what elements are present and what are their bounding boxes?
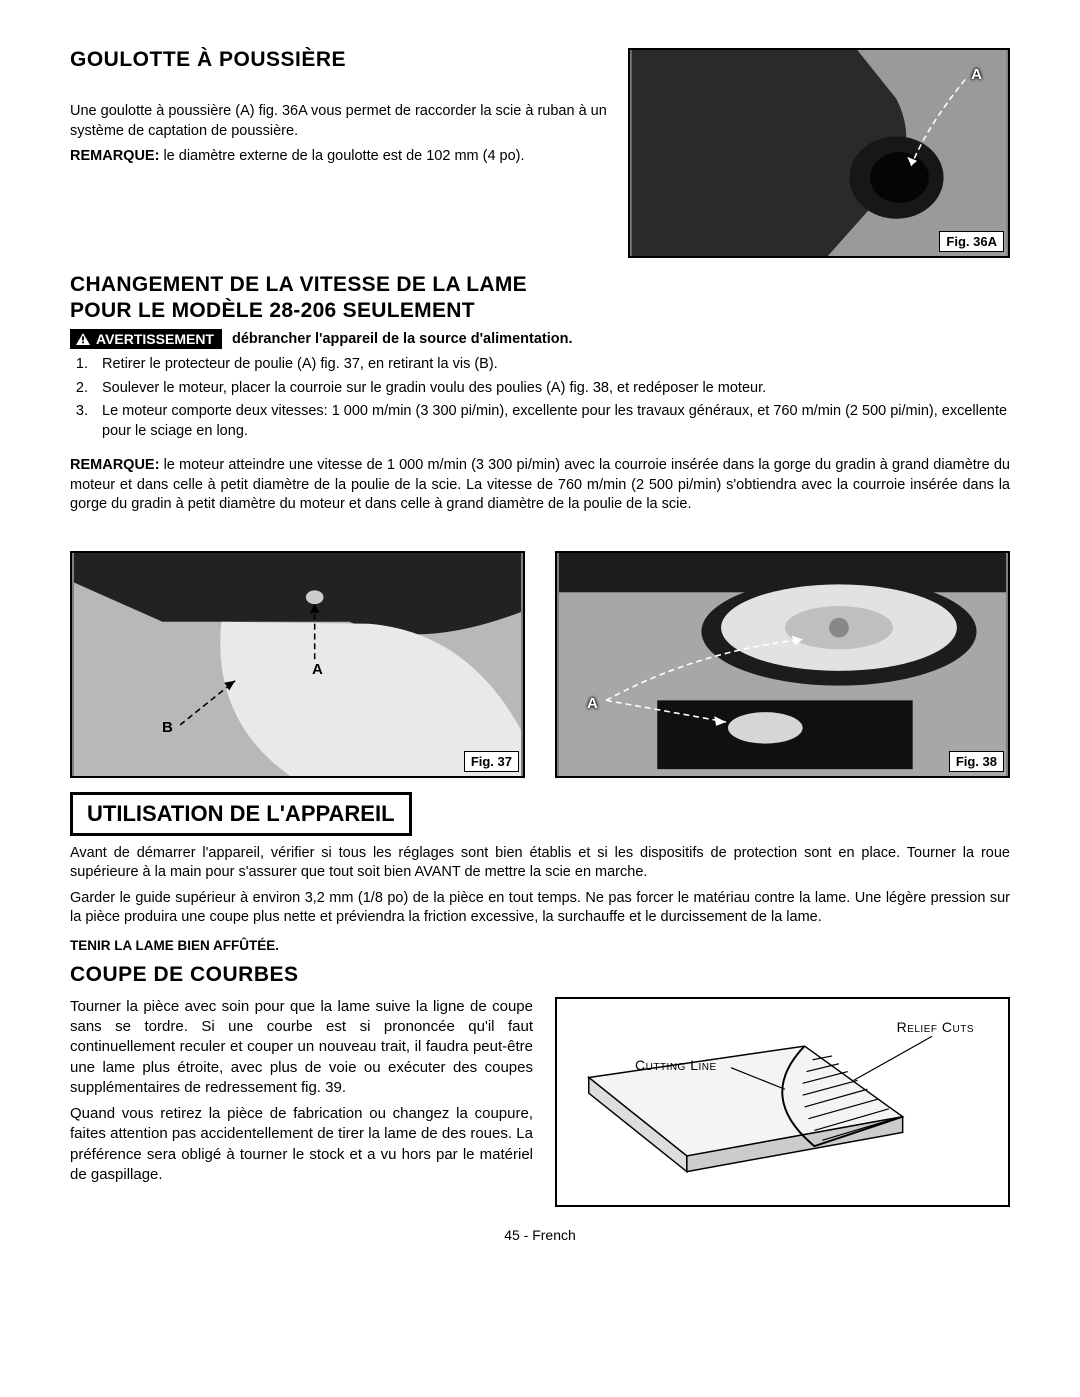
usage-bold-line: TENIR LA LAME BIEN AFFÛTÉE. [70, 938, 1010, 953]
step-3: Le moteur comporte deux vitesses: 1 000 … [92, 402, 1010, 441]
speed-title-line2: POUR LE MODÈLE 28-206 SEULEMENT [70, 299, 475, 322]
warning-row: AVERTISSEMENT débrancher l'appareil de l… [70, 329, 1010, 349]
figure-38-callout-a: A [587, 695, 598, 712]
figure-row: A B Fig. 37 A Fig. 38 [70, 551, 1010, 778]
page-footer: 45 - French [70, 1227, 1010, 1243]
usage-boxed-title: UTILISATION DE L'APPAREIL [70, 792, 412, 836]
figure-36a-svg [630, 50, 1008, 256]
curves-title: COUPE DE COURBES [70, 963, 1010, 987]
speed-remark-label: REMARQUE: [70, 457, 159, 473]
curves-text-col: Tourner la pièce avec soin pour que la l… [70, 997, 533, 1207]
usage-para2: Garder le guide supérieur à environ 3,2 … [70, 889, 1010, 928]
dust-chute-para: Une goulotte à poussière (A) fig. 36A vo… [70, 102, 608, 141]
dust-chute-text-col: GOULOTTE À POUSSIÈRE Une goulotte à pous… [70, 48, 608, 258]
warning-badge-text: AVERTISSEMENT [96, 331, 214, 347]
speed-remark-text: le moteur atteindre une vitesse de 1 000… [70, 457, 1010, 512]
step-2: Soulever le moteur, placer la courroie s… [92, 379, 1010, 399]
steps-list: Retirer le protecteur de poulie (A) fig.… [70, 355, 1010, 441]
figure-37: A B Fig. 37 [70, 551, 525, 778]
step-1: Retirer le protecteur de poulie (A) fig.… [92, 355, 1010, 375]
remark-label: REMARQUE: [70, 148, 159, 164]
fig39-relief-label: Relief Cuts [897, 1019, 974, 1035]
figure-38-svg [557, 553, 1008, 776]
speed-change-title: CHANGEMENT DE LA VITESSE DE LA LAME POUR… [70, 272, 1010, 323]
figure-36a-label: Fig. 36A [939, 231, 1004, 252]
figure-39: Cutting Line Relief Cuts [555, 997, 1010, 1207]
usage-para1: Avant de démarrer l'appareil, vérifier s… [70, 844, 1010, 883]
curves-para1: Tourner la pièce avec soin pour que la l… [70, 997, 533, 1098]
speed-title-line1: CHANGEMENT DE LA VITESSE DE LA LAME [70, 273, 527, 296]
figure-37-callout-a: A [312, 661, 323, 678]
dust-chute-title: GOULOTTE À POUSSIÈRE [70, 48, 608, 72]
figure-36a: A Fig. 36A [628, 48, 1010, 258]
page: GOULOTTE À POUSSIÈRE Une goulotte à pous… [0, 0, 1080, 1397]
speed-remark: REMARQUE: le moteur atteindre une vitess… [70, 456, 1010, 515]
remark-text: le diamètre externe de la goulotte est d… [159, 148, 524, 164]
warning-text: débrancher l'appareil de la source d'ali… [232, 331, 573, 347]
figure-38: A Fig. 38 [555, 551, 1010, 778]
curves-para2: Quand vous retirez la pièce de fabricati… [70, 1104, 533, 1185]
dust-chute-remark: REMARQUE: le diamètre externe de la goul… [70, 147, 608, 167]
warning-triangle-icon [76, 333, 90, 345]
curves-row: Tourner la pièce avec soin pour que la l… [70, 997, 1010, 1207]
warning-badge: AVERTISSEMENT [70, 329, 222, 349]
figure-38-label: Fig. 38 [949, 751, 1004, 772]
figure-36a-callout-a: A [971, 66, 982, 83]
dust-chute-row: GOULOTTE À POUSSIÈRE Une goulotte à pous… [70, 48, 1010, 258]
figure-37-callout-b: B [162, 719, 173, 736]
figure-37-label: Fig. 37 [464, 751, 519, 772]
fig39-cutting-label: Cutting Line [635, 1057, 717, 1073]
figure-37-svg [72, 553, 523, 776]
